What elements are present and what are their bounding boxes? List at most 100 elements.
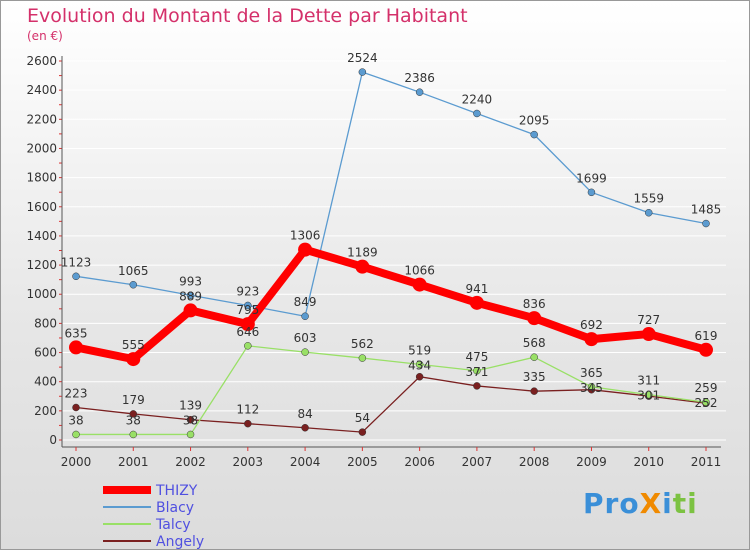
data-label: 2095	[519, 114, 550, 128]
data-label: 795	[236, 303, 259, 317]
data-point[interactable]	[301, 424, 309, 432]
data-label: 2524	[347, 51, 378, 65]
data-point[interactable]	[72, 430, 80, 439]
data-label: 889	[179, 289, 202, 303]
data-point[interactable]	[358, 428, 367, 436]
data-point[interactable]	[186, 415, 195, 424]
data-point[interactable]	[469, 295, 484, 310]
data-point[interactable]	[183, 303, 198, 318]
data-label: 2386	[404, 71, 435, 85]
y-tick-label: 800	[34, 316, 57, 330]
data-label: 993	[179, 274, 202, 288]
x-tick-label: 2010	[633, 455, 664, 469]
data-point[interactable]	[412, 277, 427, 292]
data-label: 646	[236, 325, 259, 339]
data-point[interactable]	[644, 390, 653, 399]
x-tick-label: 2003	[233, 455, 264, 469]
data-point[interactable]	[415, 372, 424, 381]
data-point[interactable]	[473, 382, 481, 390]
data-point[interactable]	[126, 352, 141, 367]
data-label: 568	[523, 336, 546, 350]
data-label: 259	[695, 381, 718, 395]
data-point[interactable]	[527, 311, 542, 326]
data-label: 727	[637, 313, 660, 327]
legend-label: THIZY	[155, 483, 198, 499]
data-point[interactable]	[699, 342, 713, 357]
x-tick-label: 2000	[61, 455, 92, 469]
y-tick-label: 2600	[26, 54, 57, 68]
data-label: 619	[695, 329, 718, 343]
data-point[interactable]	[530, 387, 538, 395]
data-point[interactable]	[301, 348, 309, 356]
data-label: 38	[126, 413, 141, 427]
series-line-thizy	[75, 245, 708, 364]
data-label: 1189	[347, 246, 378, 260]
data-point[interactable]	[530, 353, 538, 361]
data-point[interactable]	[298, 242, 313, 257]
data-point[interactable]	[72, 272, 80, 281]
data-point[interactable]	[129, 410, 138, 418]
data-label: 1123	[61, 255, 92, 269]
data-label: 692	[580, 318, 603, 332]
x-tick-label: 2007	[462, 455, 493, 469]
chart-title: Evolution du Montant de la Dette par Hab…	[27, 5, 468, 27]
data-point[interactable]	[587, 188, 596, 197]
data-point[interactable]	[301, 312, 309, 320]
x-tick-label: 2008	[519, 455, 550, 469]
y-tick-label: 600	[34, 346, 57, 360]
data-point[interactable]	[415, 360, 424, 369]
data-label: 345	[580, 381, 603, 395]
data-point[interactable]	[186, 291, 195, 300]
data-point[interactable]	[702, 219, 710, 228]
data-label: 941	[465, 282, 488, 296]
legend-label: Talcy	[155, 517, 191, 533]
chart-subtitle: (en €)	[27, 29, 63, 43]
data-point[interactable]	[244, 419, 252, 428]
data-point[interactable]	[641, 327, 656, 342]
data-label: 635	[65, 326, 88, 340]
data-label: 139	[179, 399, 202, 413]
y-tick-label: 1400	[26, 229, 57, 243]
data-point[interactable]	[72, 403, 80, 412]
data-point[interactable]	[69, 340, 83, 355]
legend-label: Angely	[156, 534, 204, 549]
data-point[interactable]	[644, 208, 653, 217]
data-point[interactable]	[358, 68, 367, 76]
y-tick-label: 2400	[26, 83, 57, 97]
data-label: 519	[408, 343, 431, 357]
data-label: 1306	[290, 229, 321, 243]
x-tick-label: 2002	[175, 455, 206, 469]
data-point[interactable]	[129, 281, 138, 289]
data-label: 311	[637, 374, 660, 388]
data-point[interactable]	[473, 367, 481, 375]
data-point[interactable]	[415, 88, 424, 96]
data-point[interactable]	[240, 317, 255, 332]
data-label: 555	[122, 338, 145, 352]
data-label: 849	[294, 295, 317, 309]
data-point[interactable]	[473, 109, 481, 118]
data-point[interactable]	[584, 332, 599, 347]
data-point[interactable]	[587, 383, 596, 391]
data-label: 179	[122, 393, 145, 407]
data-point[interactable]	[129, 430, 138, 439]
y-tick-label: 2000	[26, 141, 57, 155]
legend-label: Blacy	[156, 500, 194, 516]
x-tick-label: 2005	[347, 455, 378, 469]
data-point[interactable]	[530, 130, 538, 139]
data-label: 1065	[118, 264, 149, 278]
data-label: 112	[236, 403, 259, 417]
data-point[interactable]	[358, 354, 367, 362]
x-tick-label: 2001	[118, 455, 149, 469]
y-tick-label: 200	[34, 404, 57, 418]
data-point[interactable]	[186, 430, 195, 439]
data-point[interactable]	[244, 342, 252, 350]
data-label: 434	[408, 358, 431, 372]
data-point[interactable]	[702, 398, 710, 406]
data-point[interactable]	[355, 259, 370, 274]
data-label: 252	[695, 396, 718, 410]
data-label: 475	[465, 350, 488, 364]
data-point[interactable]	[244, 301, 252, 310]
data-label: 2240	[462, 92, 493, 106]
